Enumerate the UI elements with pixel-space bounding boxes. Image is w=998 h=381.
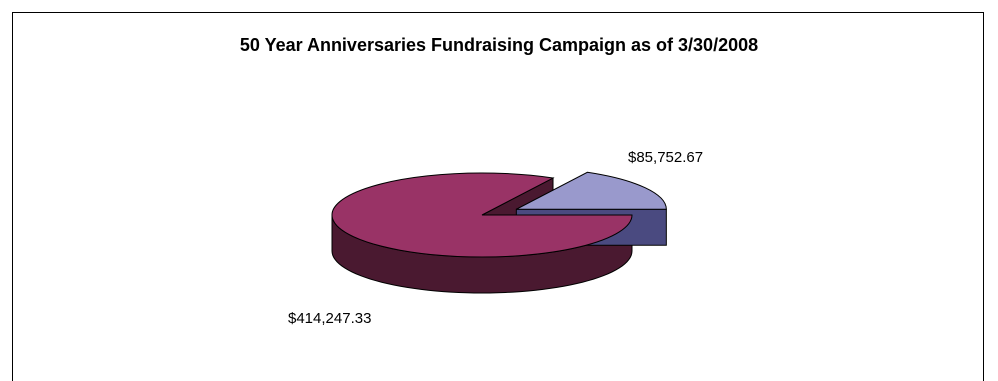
- pie-label-0: $414,247.33: [288, 310, 371, 327]
- chart-area: 50 Year Anniversaries Fundraising Campai…: [12, 12, 984, 381]
- pie-label-1: $85,752.67: [628, 149, 703, 166]
- chart-title: 50 Year Anniversaries Fundraising Campai…: [239, 35, 759, 55]
- pie-slice-0: [331, 172, 633, 258]
- pie-slice-1: [516, 171, 667, 210]
